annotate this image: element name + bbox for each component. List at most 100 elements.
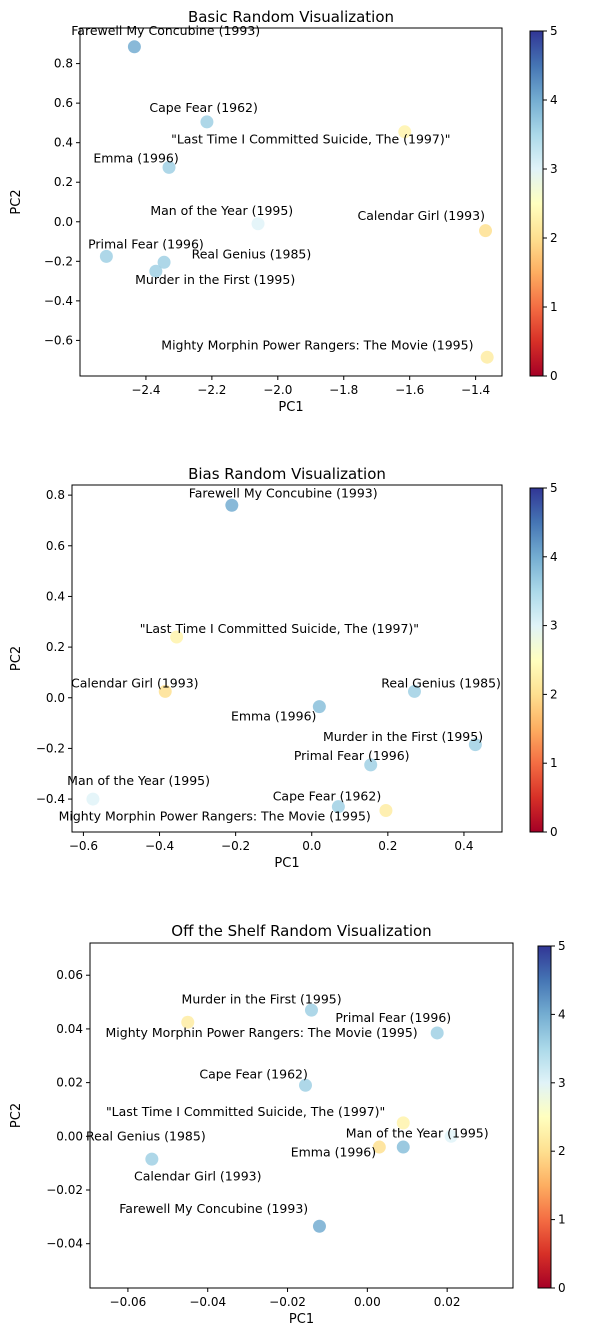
colorbar-tick-label: 3 xyxy=(550,619,558,633)
colorbar-tick-label: 4 xyxy=(558,1007,566,1021)
point-label: Emma (1996) xyxy=(231,709,316,724)
data-point xyxy=(468,738,482,752)
point-label: Murder in the First (1995) xyxy=(135,272,295,287)
y-tick-label: 0.6 xyxy=(46,539,65,553)
data-point xyxy=(398,125,412,139)
data-point xyxy=(298,1078,312,1092)
colorbar-tick-label: 1 xyxy=(550,756,558,770)
point-label: Emma (1996) xyxy=(291,1144,376,1159)
chart-title: Bias Random Visualization xyxy=(188,465,386,483)
data-point xyxy=(312,1219,326,1233)
chart-title: Basic Random Visualization xyxy=(188,8,394,26)
colorbar-tick-label: 0 xyxy=(550,369,558,383)
point-label: Mighty Morphin Power Rangers: The Movie … xyxy=(106,1025,418,1040)
x-tick-label: 0.4 xyxy=(454,839,473,853)
data-point xyxy=(127,40,141,54)
data-point xyxy=(396,1140,410,1154)
point-label: Cape Fear (1962) xyxy=(149,100,258,115)
data-point xyxy=(157,255,171,269)
colorbar-tick-label: 2 xyxy=(550,231,558,245)
x-tick-label: −0.02 xyxy=(269,1295,306,1309)
point-label: Cape Fear (1962) xyxy=(273,788,382,803)
y-axis-label: PC2 xyxy=(9,646,24,671)
point-label: Farewell My Concubine (1993) xyxy=(71,23,260,38)
point-label: Emma (1996) xyxy=(93,150,178,165)
y-tick-label: 0.6 xyxy=(54,96,73,110)
y-tick-label: −0.2 xyxy=(44,254,73,268)
y-tick-label: −0.02 xyxy=(46,1183,83,1197)
y-tick-label: 0.8 xyxy=(54,57,73,71)
x-axis-label: PC1 xyxy=(289,1312,314,1327)
x-tick-label: −2.2 xyxy=(197,383,226,397)
data-point xyxy=(479,224,493,238)
point-label: Murder in the First (1995) xyxy=(323,729,483,744)
y-axis-label: PC2 xyxy=(9,189,24,214)
y-tick-label: −0.04 xyxy=(46,1237,83,1251)
colorbar-tick-label: 5 xyxy=(550,24,558,38)
x-tick-label: 0.2 xyxy=(378,839,397,853)
y-tick-label: 0.2 xyxy=(54,175,73,189)
point-label: Man of the Year (1995) xyxy=(67,773,210,788)
y-tick-label: −0.4 xyxy=(44,294,73,308)
x-tick-label: −0.04 xyxy=(189,1295,226,1309)
point-label: Primal Fear (1996) xyxy=(335,1010,451,1025)
data-point xyxy=(480,350,494,364)
y-tick-label: −0.2 xyxy=(36,741,65,755)
y-tick-label: 0.02 xyxy=(56,1076,83,1090)
x-tick-label: −0.6 xyxy=(69,839,98,853)
x-tick-label: 0.00 xyxy=(354,1295,381,1309)
data-point xyxy=(145,1152,159,1166)
data-point xyxy=(170,630,184,644)
y-tick-label: 0.2 xyxy=(46,640,65,654)
y-tick-label: 0.4 xyxy=(54,136,73,150)
data-point xyxy=(181,1015,195,1029)
x-tick-label: −1.6 xyxy=(395,383,424,397)
point-label: "Last Time I Committed Suicide, The (199… xyxy=(140,621,419,636)
data-point xyxy=(225,498,239,512)
data-point xyxy=(430,1026,444,1040)
colorbar-tick-label: 4 xyxy=(550,93,558,107)
plot-frame xyxy=(71,484,503,833)
y-axis-label: PC2 xyxy=(9,1103,24,1128)
data-point xyxy=(149,264,163,278)
colorbar-tick-label: 2 xyxy=(558,1144,566,1158)
data-point xyxy=(162,160,176,174)
point-label: "Last Time I Committed Suicide, The (199… xyxy=(106,1104,385,1119)
x-tick-label: −0.06 xyxy=(110,1295,147,1309)
x-tick-label: 0.0 xyxy=(302,839,321,853)
data-point xyxy=(364,758,378,772)
x-tick-label: −0.2 xyxy=(221,839,250,853)
plot-frame xyxy=(89,942,514,1289)
data-point xyxy=(158,684,172,698)
point-label: Farewell My Concubine (1993) xyxy=(119,1201,308,1216)
x-tick-label: −1.4 xyxy=(461,383,490,397)
y-tick-label: 0.8 xyxy=(46,488,65,502)
data-point xyxy=(200,115,214,129)
point-label: Mighty Morphin Power Rangers: The Movie … xyxy=(59,809,371,824)
data-point xyxy=(444,1129,458,1143)
point-label: Calendar Girl (1993) xyxy=(357,208,485,223)
x-tick-label: −0.4 xyxy=(145,839,174,853)
point-label: Mighty Morphin Power Rangers: The Movie … xyxy=(161,337,473,352)
x-tick-label: −2.4 xyxy=(131,383,160,397)
colorbar-frame xyxy=(529,30,544,377)
x-tick-label: −1.8 xyxy=(329,383,358,397)
y-tick-label: 0.04 xyxy=(56,1022,83,1036)
point-label: Man of the Year (1995) xyxy=(150,203,293,218)
chart-2: Bias Random Visualization Farewell My Con… xyxy=(9,465,558,871)
x-axis-label: PC1 xyxy=(278,400,303,415)
colorbar xyxy=(538,946,551,1288)
plot-frame xyxy=(79,27,503,377)
data-point xyxy=(99,249,113,263)
colorbar-frame xyxy=(529,487,544,833)
y-tick-label: −0.6 xyxy=(44,333,73,347)
y-tick-label: 0.4 xyxy=(46,589,65,603)
point-label: Real Genius (1985) xyxy=(86,1128,206,1143)
chart-3: Off the Shelf Random Visualization Murder… xyxy=(9,922,566,1327)
y-tick-label: −0.4 xyxy=(36,792,65,806)
y-tick-label: 0.0 xyxy=(46,691,65,705)
point-label: Real Genius (1985) xyxy=(192,246,312,261)
point-label: Primal Fear (1996) xyxy=(294,748,410,763)
